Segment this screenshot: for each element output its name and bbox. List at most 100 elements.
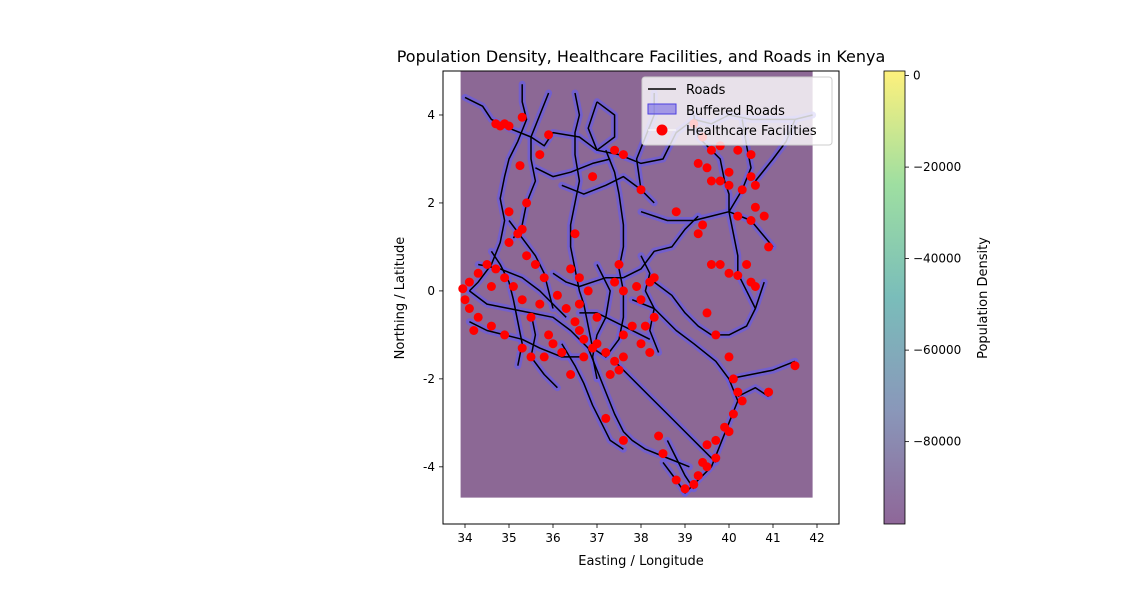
- healthcare-facility-116: [658, 449, 668, 459]
- legend-box: [641, 76, 833, 146]
- y-tick-label: 2: [427, 196, 435, 210]
- healthcare-facility-37: [750, 282, 760, 291]
- healthcare-facility-129: [552, 290, 562, 300]
- healthcare-facility-35: [742, 260, 752, 269]
- healthcare-facility-108: [702, 440, 712, 450]
- colorbar-gradient: [884, 71, 905, 524]
- x-tick-label: 35: [501, 531, 516, 545]
- healthcare-facility-92: [574, 273, 584, 283]
- healthcare-facility-127: [486, 282, 496, 291]
- x-tick-label: 38: [633, 531, 648, 545]
- healthcare-facility-114: [671, 475, 681, 485]
- healthcare-facility-74: [464, 304, 474, 313]
- y-tick-label: 4: [427, 108, 435, 122]
- healthcare-facility-57: [610, 356, 620, 366]
- healthcare-facility-16: [706, 176, 716, 186]
- healthcare-facility-121: [579, 352, 589, 362]
- healthcare-facility-118: [618, 435, 628, 445]
- y-axis-label: Northing / Latitude: [393, 237, 408, 360]
- healthcare-facility-50: [561, 304, 571, 313]
- healthcare-facility-22: [750, 180, 760, 190]
- healthcare-facility-20: [737, 185, 747, 195]
- healthcare-facility-90: [539, 273, 549, 283]
- y-axis-ticks: 4 2 0 -2 -4: [423, 108, 443, 474]
- healthcare-facility-94: [574, 299, 584, 309]
- y-tick-label: -4: [423, 460, 435, 474]
- road-19: [737, 386, 770, 398]
- healthcare-facility-40: [759, 211, 769, 221]
- road-33: [745, 290, 757, 309]
- healthcare-facility-64: [640, 321, 650, 331]
- healthcare-facilities-layer: [458, 112, 800, 494]
- healthcare-facility-98: [724, 352, 734, 362]
- healthcare-facility-66: [548, 339, 558, 349]
- healthcare-facility-31: [706, 260, 716, 269]
- healthcare-facility-39: [750, 202, 760, 212]
- healthcare-facility-0: [517, 112, 527, 122]
- healthcare-facility-51: [570, 317, 580, 327]
- healthcare-facility-41: [733, 211, 743, 221]
- healthcare-facility-119: [601, 413, 611, 423]
- healthcare-facility-117: [654, 431, 664, 441]
- healthcare-facility-67: [539, 352, 549, 362]
- healthcare-facility-96: [702, 308, 712, 318]
- healthcare-facility-29: [698, 220, 708, 230]
- healthcare-facility-38: [764, 242, 774, 252]
- healthcare-facility-126: [517, 224, 527, 234]
- healthcare-facility-23: [693, 158, 703, 168]
- healthcare-facility-12: [706, 145, 716, 155]
- road-2: [512, 92, 550, 239]
- road-18: [728, 360, 796, 380]
- colorbar-tick-label: −40000: [913, 252, 961, 266]
- healthcare-facility-32: [715, 260, 725, 269]
- chart-title: Population Density, Healthcare Facilitie…: [397, 47, 886, 66]
- healthcare-facility-48: [632, 282, 642, 291]
- healthcare-facility-21: [746, 172, 756, 182]
- healthcare-facility-25: [636, 185, 646, 195]
- road-16: [561, 343, 624, 450]
- colorbar-tick-label: −80000: [913, 435, 961, 449]
- healthcare-facility-123: [649, 312, 659, 322]
- healthcare-facility-73: [473, 312, 483, 322]
- healthcare-facility-124: [588, 172, 598, 182]
- healthcare-facility-76: [458, 284, 468, 294]
- healthcare-facility-45: [614, 260, 624, 269]
- healthcare-facility-30: [693, 229, 703, 239]
- healthcare-facility-120: [566, 370, 576, 379]
- healthcare-facility-109: [711, 453, 721, 463]
- healthcare-facility-17: [715, 176, 725, 186]
- healthcare-facility-82: [508, 282, 518, 291]
- healthcare-facility-26: [504, 207, 514, 217]
- x-tick-label: 36: [545, 531, 560, 545]
- colorbar-tick-label: 0: [913, 69, 921, 83]
- colorbar-label: Population Density: [976, 237, 991, 359]
- road-26: [552, 272, 624, 288]
- healthcare-facility-78: [473, 268, 483, 278]
- healthcare-facility-85: [535, 299, 545, 309]
- road-30: [561, 175, 642, 195]
- legend: Roads Buffered Roads Healthcare Faciliti…: [641, 76, 833, 146]
- healthcare-facility-122: [618, 352, 628, 362]
- healthcare-facility-5: [515, 161, 525, 171]
- healthcare-facility-107: [711, 435, 721, 445]
- healthcare-facility-7: [544, 130, 554, 140]
- healthcare-facility-28: [671, 207, 681, 217]
- road-11: [623, 215, 699, 279]
- x-axis-ticks: 34 35 36 37 38 39 40 41 42: [457, 524, 825, 545]
- legend-facility-marker: [656, 124, 668, 136]
- colorbar-tick-label: −20000: [913, 160, 961, 174]
- healthcare-facility-128: [469, 326, 479, 335]
- healthcare-facility-103: [790, 361, 800, 371]
- healthcare-facility-61: [627, 321, 637, 331]
- healthcare-facility-83: [517, 295, 527, 305]
- road-29: [640, 255, 660, 353]
- healthcare-facility-84: [526, 312, 536, 322]
- healthcare-facility-47: [618, 286, 628, 296]
- healthcare-facility-68: [526, 352, 536, 362]
- y-tick-label: -2: [423, 372, 435, 386]
- healthcare-facility-19: [724, 167, 734, 177]
- colorbar: 0 −20000 −40000 −60000 −80000 Population Den…: [883, 69, 991, 525]
- healthcare-facility-6: [535, 150, 545, 160]
- healthcare-facility-101: [737, 396, 747, 406]
